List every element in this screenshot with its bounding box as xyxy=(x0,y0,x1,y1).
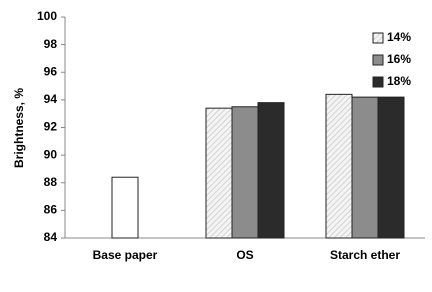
bar xyxy=(257,102,285,239)
x-tick-label: Base paper xyxy=(93,248,158,262)
legend-swatch xyxy=(372,54,384,66)
bar xyxy=(325,93,353,239)
bar xyxy=(111,176,139,239)
x-tick-label: OS xyxy=(236,248,253,262)
x-tick-label: Starch ether xyxy=(330,248,400,262)
bar xyxy=(351,96,379,239)
bar xyxy=(205,107,233,239)
legend-label: 16% xyxy=(387,52,411,66)
y-tick-label: 92 xyxy=(44,120,58,134)
bar xyxy=(377,96,405,239)
legend-swatch xyxy=(372,32,384,44)
y-tick-label: 98 xyxy=(44,37,58,51)
legend-swatch xyxy=(372,76,384,88)
bar xyxy=(231,106,259,239)
y-tick-label: 100 xyxy=(37,9,57,23)
y-tick-label: 88 xyxy=(44,175,58,189)
y-tick-label: 90 xyxy=(44,147,58,161)
legend-label: 14% xyxy=(387,30,411,44)
y-tick-label: 94 xyxy=(44,92,58,106)
y-tick-label: 86 xyxy=(44,203,58,217)
y-tick-label: 96 xyxy=(44,64,58,78)
y-axis-label: Brightness, % xyxy=(12,88,26,168)
legend-label: 18% xyxy=(387,74,411,88)
y-tick-label: 84 xyxy=(44,230,58,244)
